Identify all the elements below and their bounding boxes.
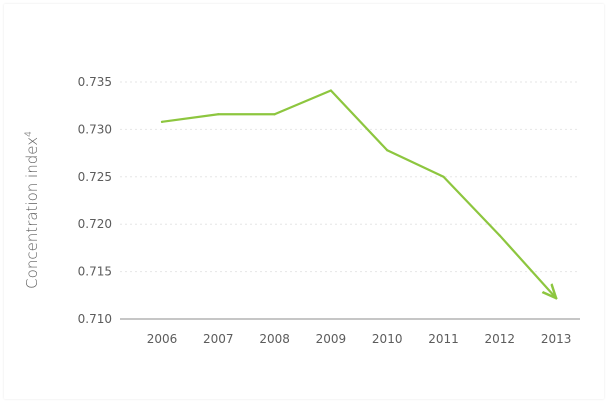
data-point [329,89,332,92]
series-layer [160,89,558,300]
y-axis-label-superscript: 4 [24,131,34,137]
y-axis-label: Concentration index4 [23,131,41,289]
series-line [160,89,556,299]
data-point [555,297,558,300]
x-tick-labels: 2006 2007 2008 2009 2010 2011 2012 2013 [147,332,572,346]
data-point [386,149,389,152]
y-axis-label-group: Concentration index4 [23,131,41,289]
data-point [442,175,445,178]
y-tick-label: 0.715 [78,265,112,279]
x-tick-label: 2009 [316,332,347,346]
y-tick-label: 0.720 [78,217,112,231]
y-tick-label: 0.730 [78,122,112,136]
x-tick-label: 2008 [259,332,290,346]
y-tick-label: 0.710 [78,312,112,326]
data-point [498,234,501,237]
x-tick-label: 2007 [203,332,234,346]
x-tick-label: 2010 [372,332,403,346]
y-tick-label: 0.735 [78,75,112,89]
y-axis-label-text: Concentration index [23,137,41,289]
grid-layer [120,81,580,273]
x-tick-label: 2011 [428,332,459,346]
x-tick-label: 2012 [485,332,516,346]
y-tick-label: 0.725 [78,170,112,184]
data-point [160,120,164,123]
data-point [273,113,276,116]
chart-panel [4,4,604,399]
data-point [217,113,220,116]
y-tick-labels: 0.735 0.730 0.725 0.720 0.715 0.710 [78,75,112,326]
x-tick-label: 2013 [541,332,572,346]
x-tick-label: 2006 [147,332,178,346]
